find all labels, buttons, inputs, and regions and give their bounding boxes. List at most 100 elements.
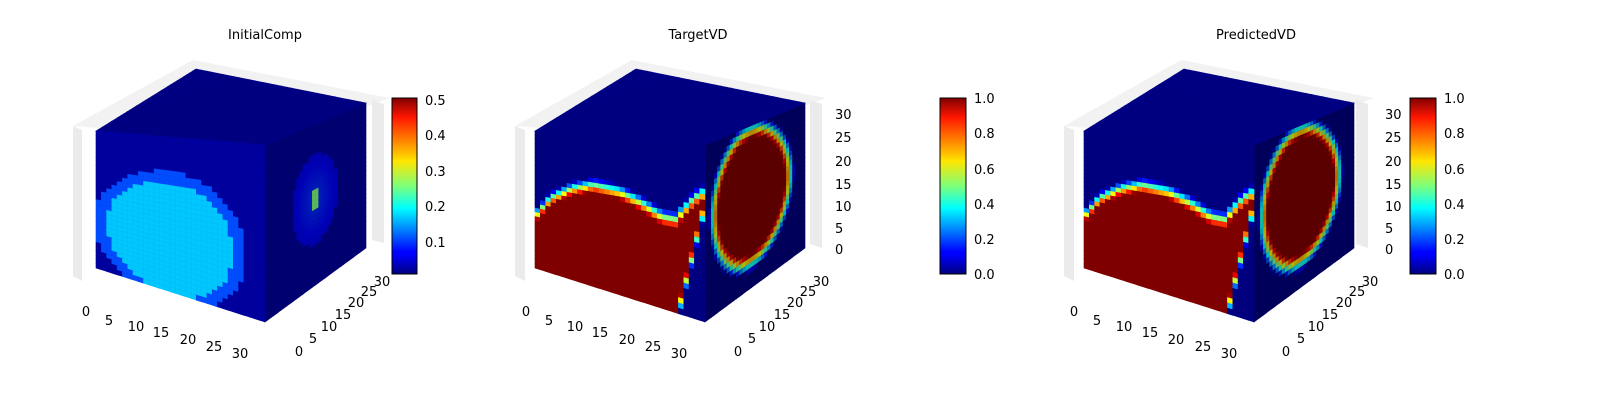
voxel-cell [190,148,197,155]
subplot-initialcomp: InitialComp 0 5 10 15 20 25 30 0 5 10 15… [73,28,446,362]
voxel-cell [217,145,224,153]
voxel-cell [243,164,250,172]
voxel-cell [206,150,213,157]
voxel-cell [111,136,118,142]
voxel-cell [238,169,245,176]
voxel-cell [185,138,192,145]
voxel-cell [243,153,250,161]
voxel-cell [101,131,107,137]
voxel-cell [238,153,245,160]
voxel-cell [227,141,234,149]
voxel-cell [259,177,266,185]
voxel-cell [174,142,181,149]
back-pane-right [372,100,384,243]
voxel-cell [217,156,224,163]
voxel-cell [116,136,123,143]
voxel-cell [185,147,192,155]
voxel-cell [159,150,165,157]
voxel-cell [222,146,229,153]
voxel-cell [248,170,255,178]
colorbar-tick-label: 0.2 [425,200,446,215]
voxel-cell [169,136,176,143]
colorbar-tick-label: 0.5 [425,94,446,109]
subplot-targetvd: TargetVD 0 5 10 15 20 25 30 0 5 10 15 20 [515,28,995,362]
voxel-cube [95,68,368,323]
voxel-cell [259,166,266,174]
voxel-cell [180,137,187,144]
colorbar-gradient [391,97,418,275]
voxel-cell [243,169,250,177]
y-tick-label: 5 [309,332,317,347]
voxel-cell [190,143,197,150]
voxel-cell [211,150,218,157]
voxel-cell [196,164,202,171]
voxel-cell [201,144,208,151]
voxel-cell [259,160,266,168]
chart-title: TargetVD [667,28,727,43]
voxel-cell [259,171,266,179]
voxel-cube [534,68,807,323]
y-tick-label: 30 [374,275,391,290]
voxel-cell [254,160,261,167]
voxel-cell [116,132,123,139]
voxel-cell [138,134,144,140]
voxel-cell [190,138,197,145]
voxel-cell [238,142,245,149]
voxel-cell [180,142,187,149]
voxel-cell [259,155,266,162]
voxel-cell [138,138,144,145]
voxel-cell [138,143,144,150]
x-tick-label: 25 [206,340,223,355]
voxel-cell [169,141,176,148]
voxel-cell [238,158,245,166]
voxel-cell [143,139,150,146]
voxel-cell [248,159,255,167]
chart-title: InitialComp [228,28,302,43]
voxel-cell [227,152,234,159]
voxel-cell [127,133,134,139]
voxel-cell [238,147,245,155]
cube-side-face [264,102,367,323]
voxel-cell [174,156,181,163]
voxel-cell [174,161,181,168]
colorbar-tick-label: 0.4 [425,129,446,144]
colorbar: 0.1 0.2 0.3 0.4 0.5 [391,94,446,275]
voxel-cell [243,180,250,188]
voxel-cell [201,154,208,161]
voxel-cell [111,131,118,138]
voxel-cell [233,147,239,154]
voxel-cell [254,176,261,184]
voxel-cell [243,148,250,155]
voxel-cell [132,133,139,140]
voxel-cell [196,138,202,146]
voxel-cell [233,179,239,186]
voxel-cell [106,135,113,142]
voxel-cell [169,156,176,163]
voxel-cell [233,157,239,165]
voxel-cell [148,144,155,151]
voxel-cell [185,157,192,165]
voxel-cell [206,139,213,147]
voxel-cell [243,142,250,150]
x-tick-label: 10 [128,320,145,335]
voxel-cell [127,142,134,149]
voxel-cell [217,151,224,158]
voxel-cell [222,151,229,159]
x-tick-label: 15 [153,326,170,341]
voxel-cell [227,167,234,175]
voxel-cell [227,157,234,164]
voxel-cell [243,175,250,182]
voxel-cell [248,175,255,183]
voxel-cell [211,165,218,173]
voxel-cell [254,143,261,151]
voxel-cell [196,143,202,151]
y-tick-label: 0 [295,345,303,360]
voxel-cell [227,146,234,154]
voxel-cell [211,140,218,147]
voxel-cell [153,135,160,142]
voxel-cell [206,144,213,152]
voxel-cell [217,140,224,148]
back-pane-left [73,126,82,281]
voxel-cell [148,135,155,141]
voxel-cell [164,136,171,143]
